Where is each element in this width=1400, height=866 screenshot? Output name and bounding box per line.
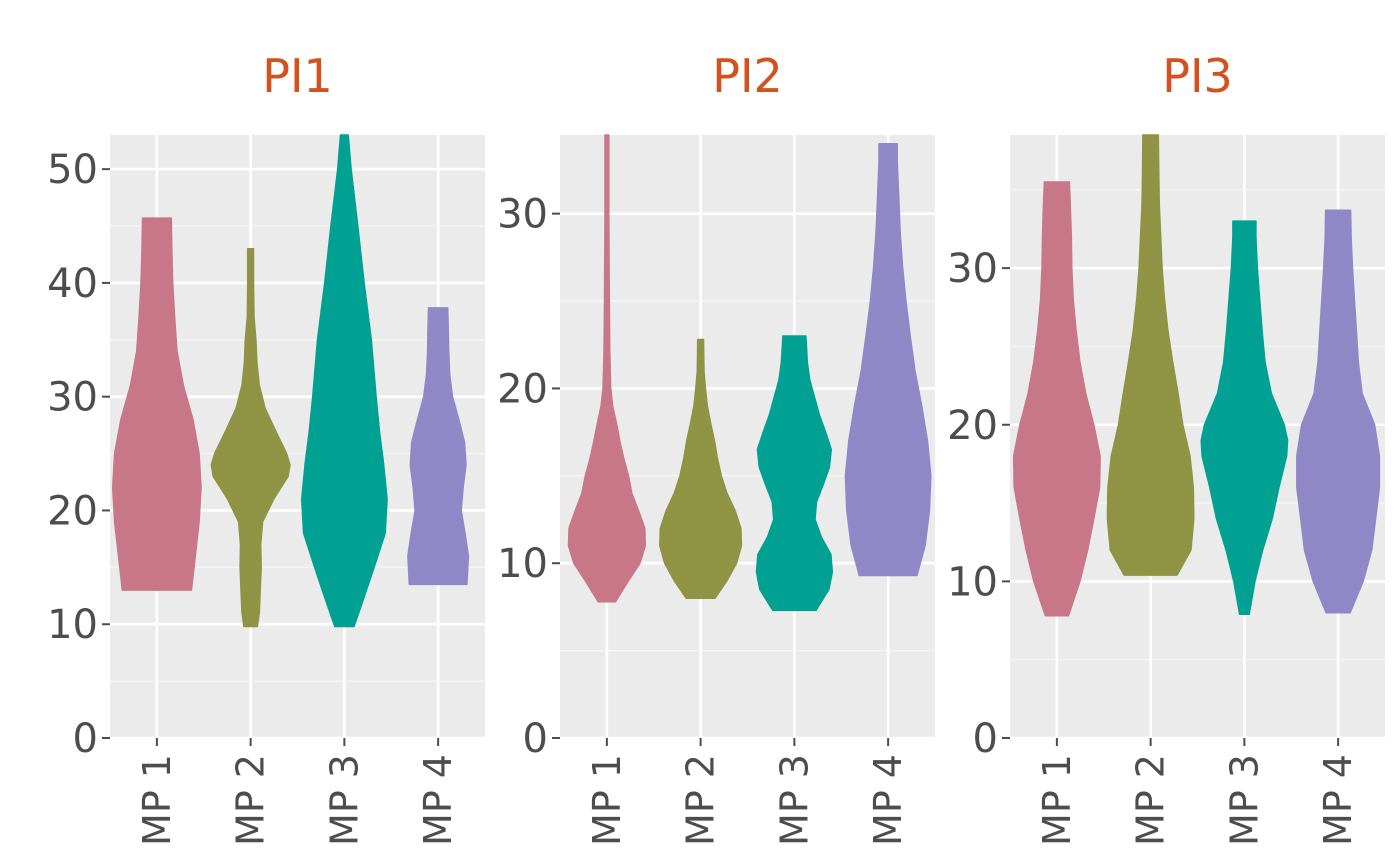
x-tick-label: MP 4 — [866, 754, 910, 846]
violin-mp-4 — [407, 307, 470, 586]
x-tick-label: MP 4 — [416, 754, 460, 846]
y-tick-label: 20 — [947, 403, 998, 449]
y-tick-label: 30 — [947, 246, 998, 292]
violin-mp-3 — [300, 134, 388, 628]
x-tick-label: MP 3 — [322, 754, 366, 846]
violin-mp-3 — [1200, 220, 1289, 616]
violin-mp-2 — [1106, 134, 1195, 576]
panel-title: PI2 — [712, 49, 783, 103]
y-tick-label: 0 — [973, 716, 998, 762]
x-tick-label: MP 3 — [772, 754, 816, 846]
violin-mp-2 — [659, 338, 743, 599]
x-tick-label: MP 1 — [135, 754, 179, 846]
y-tick-label: 0 — [73, 716, 98, 762]
y-tick-label: 0 — [523, 716, 548, 762]
x-tick-label: MP 1 — [585, 754, 629, 846]
x-tick-label: MP 2 — [679, 754, 723, 846]
violin-mp-2 — [210, 248, 291, 628]
violin-mp-4 — [844, 142, 932, 577]
y-tick-label: 40 — [47, 261, 98, 307]
violin-mp-4 — [1296, 209, 1381, 614]
x-tick-label: MP 3 — [1222, 754, 1266, 846]
violin-mp-1 — [111, 217, 202, 591]
x-tick-label: MP 2 — [229, 754, 273, 846]
x-tick-label: MP 2 — [1129, 754, 1173, 846]
panel-pi2: PI2 0 10 20 30 MP 1 MP 2 MP 3 MP 4 — [497, 49, 935, 846]
violin-mp-1 — [567, 134, 647, 603]
violin-mp-1 — [1012, 181, 1101, 617]
x-tick-label: MP 4 — [1316, 754, 1360, 846]
panel-pi1: PI1 0 10 20 30 40 50 MP 1 MP 2 MP 3 MP 4 — [47, 49, 485, 846]
panel-title: PI1 — [262, 49, 333, 103]
y-tick-label: 30 — [47, 375, 98, 421]
y-tick-label: 20 — [497, 366, 548, 412]
panel-title: PI3 — [1162, 49, 1233, 103]
y-tick-label: 10 — [47, 602, 98, 648]
y-tick-label: 50 — [47, 147, 98, 193]
violin-mp-3 — [755, 335, 834, 612]
x-tick-label: MP 1 — [1035, 754, 1079, 846]
y-tick-label: 20 — [47, 488, 98, 534]
y-tick-label: 10 — [947, 559, 998, 605]
y-tick-label: 30 — [497, 192, 548, 238]
panel-pi3: PI3 0 10 20 30 MP 1 MP 2 MP 3 MP 4 — [947, 49, 1385, 846]
y-tick-label: 10 — [497, 541, 548, 587]
